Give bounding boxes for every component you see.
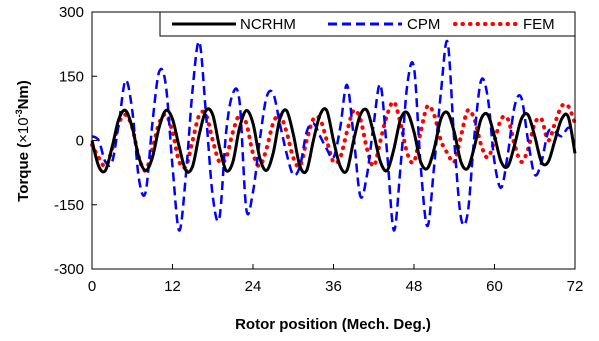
y-tick-label-0: 300 (59, 4, 84, 21)
legend-label-cpm: CPM (407, 16, 440, 33)
y-axis-ticks: 300 150 0 -150 -300 (54, 4, 97, 278)
y-axis-title-main: Torque ( (15, 143, 32, 202)
x-tick-label-2: 24 (245, 278, 262, 295)
y-tick-label-1: 150 (59, 68, 84, 85)
legend-label-ncrhm: NCRHM (240, 16, 296, 33)
x-tick-label-5: 60 (486, 278, 503, 295)
y-axis-title: Torque (×10-3Nm) (14, 80, 32, 202)
x-axis-title: Rotor position (Mech. Deg.) (235, 316, 431, 333)
series-layer (90, 39, 577, 232)
y-tick-label-3: -150 (54, 197, 84, 214)
y-axis-title-times: ×10 (15, 117, 32, 142)
x-axis-ticks: 0 12 24 36 48 60 72 (88, 264, 584, 295)
series-line-fem (90, 99, 577, 173)
series-line-ncrhm (90, 107, 577, 175)
legend-label-fem: FEM (523, 16, 555, 33)
y-tick-label-4: -300 (54, 261, 84, 278)
x-tick-label-6: 72 (567, 278, 584, 295)
x-tick-label-4: 48 (406, 278, 423, 295)
x-tick-label-0: 0 (88, 278, 96, 295)
y-tick-label-2: 0 (76, 133, 84, 150)
legend: NCRHM CPM FEM (159, 11, 576, 37)
x-tick-label-3: 36 (325, 278, 342, 295)
x-tick-label-1: 12 (164, 278, 181, 295)
series-line-cpm (91, 39, 576, 232)
y-axis-title-exp: -3 (14, 109, 24, 117)
y-axis-title-unit: Nm) (15, 80, 32, 109)
